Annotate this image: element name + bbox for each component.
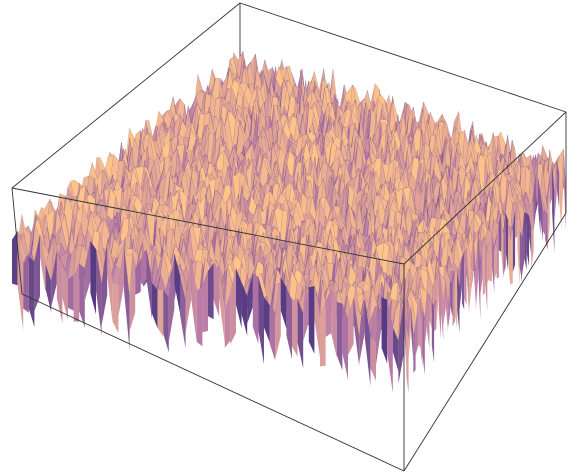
surface-skirt-facet: [252, 273, 259, 345]
surface-skirt-facet: [28, 256, 35, 327]
surface-skirt-facet: [464, 247, 467, 305]
surface-skirt-facet: [90, 241, 96, 315]
surface-skirt-facet: [163, 289, 169, 353]
surface-skirt-facet: [461, 252, 465, 310]
surface-skirt-facet: [336, 302, 343, 371]
surface-skirt-facet: [23, 256, 29, 313]
surface-skirt-facet: [431, 301, 435, 363]
surface-skirt-facet: [406, 333, 409, 394]
surface-skirt-facet: [68, 275, 74, 311]
surface-skirt-facet: [427, 291, 430, 349]
surface-skirt-facet: [450, 280, 453, 318]
surface-skirt-facet: [292, 298, 298, 357]
surface-skirt-facet: [269, 305, 276, 361]
surface-skirt-facet: [454, 270, 458, 329]
surface-skirt-facet: [429, 299, 432, 329]
surface-skirt-facet: [381, 297, 388, 364]
surface-skirt-facet: [422, 310, 425, 375]
surface-skirt-facet: [157, 289, 164, 337]
surface-skirt-facet: [286, 287, 292, 360]
surface-skirt-facet: [208, 263, 214, 320]
surface-skirt-facet: [370, 337, 376, 381]
surface-skirt-facet: [152, 283, 158, 329]
surface-skirt-facet: [308, 286, 315, 354]
surface-skirt-facet: [112, 283, 119, 334]
surface-mesh: [11, 50, 567, 394]
surface-skirt-facet: [417, 298, 421, 348]
surface-skirt-facet: [196, 284, 203, 347]
surface-skirt-facet: [213, 263, 220, 317]
surface-skirt-facet: [420, 298, 423, 368]
surface-skirt-facet: [264, 297, 270, 343]
surface-skirt-facet: [79, 263, 85, 328]
